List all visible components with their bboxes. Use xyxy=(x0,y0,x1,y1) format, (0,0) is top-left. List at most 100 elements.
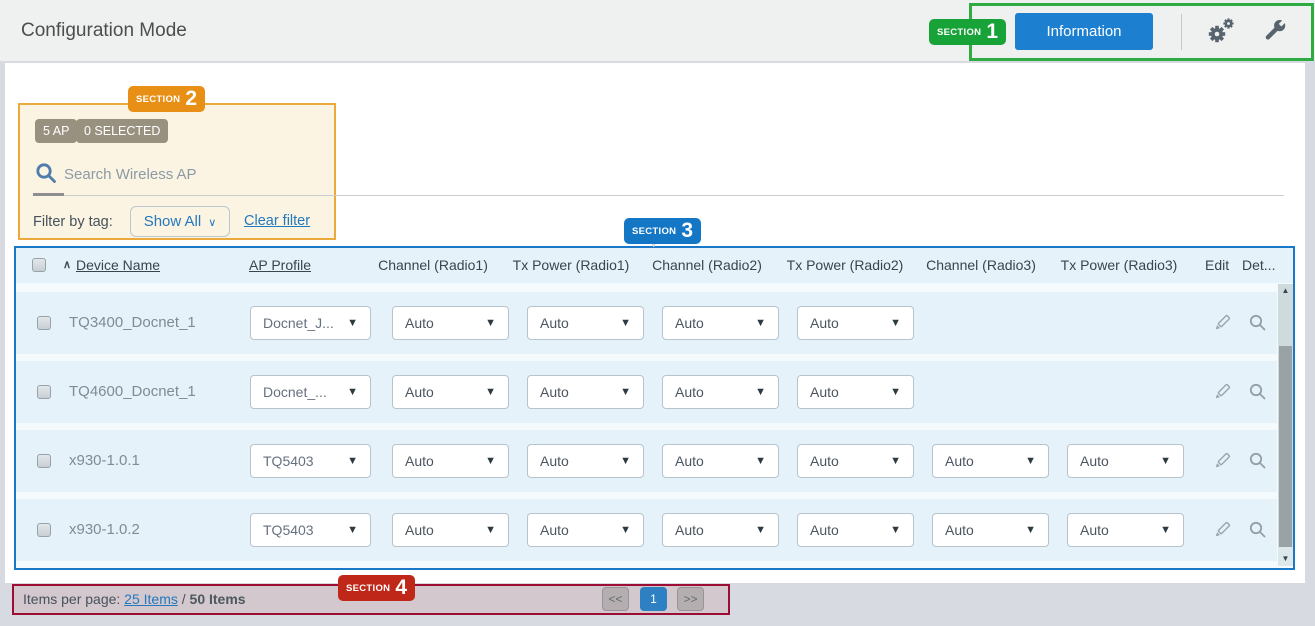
dropdown-arrow-icon: ▼ xyxy=(890,386,901,398)
table-row: TQ4600_Docnet_1 Docnet_... ▼ Auto ▼ Auto… xyxy=(16,361,1277,423)
current-page-button[interactable]: 1 xyxy=(640,587,667,611)
select-all-checkbox[interactable] xyxy=(32,258,46,272)
dropdown-arrow-icon: ▼ xyxy=(755,317,766,329)
annotation-section2-badge: SECTION 2 xyxy=(128,86,206,112)
ap-profile-dropdown[interactable]: TQ5403 ▼ xyxy=(250,444,371,478)
dropdown-arrow-icon: ▼ xyxy=(347,524,358,536)
dropdown-arrow-icon: ▼ xyxy=(485,386,496,398)
ap-profile-dropdown[interactable]: TQ5403 ▼ xyxy=(250,513,371,547)
search-underline xyxy=(33,193,64,196)
page-title: Configuration Mode xyxy=(21,20,187,41)
channel-radio2-dropdown[interactable]: Auto ▼ xyxy=(662,513,779,547)
dropdown-arrow-icon: ▼ xyxy=(485,524,496,536)
channel-radio1-dropdown[interactable]: Auto ▼ xyxy=(392,375,509,409)
edit-icon[interactable] xyxy=(1212,313,1232,333)
next-page-button[interactable]: >> xyxy=(677,587,704,611)
channel-radio2-dropdown[interactable]: Auto ▼ xyxy=(662,306,779,340)
scrollbar-thumb[interactable] xyxy=(1279,346,1292,547)
column-edit: Edit xyxy=(1205,257,1230,273)
dropdown-arrow-icon: ▼ xyxy=(485,317,496,329)
information-button[interactable]: Information xyxy=(1015,13,1153,50)
dropdown-arrow-icon: ▼ xyxy=(620,386,631,398)
column-tx-power-radio3: Tx Power (Radio3) xyxy=(1060,257,1178,273)
column-ap-profile[interactable]: AP Profile xyxy=(249,257,311,273)
dropdown-arrow-icon: ▼ xyxy=(890,455,901,467)
show-all-label: Show All xyxy=(143,213,202,230)
row-checkbox[interactable] xyxy=(37,454,51,468)
tx-power-radio2-dropdown[interactable]: Auto ▼ xyxy=(797,306,914,340)
dropdown-arrow-icon: ▼ xyxy=(347,386,358,398)
dropdown-arrow-icon: ▼ xyxy=(1025,455,1036,467)
annotation-caret-icon: ∨ xyxy=(650,239,658,250)
tx-power-radio2-dropdown[interactable]: Auto ▼ xyxy=(797,444,914,478)
page-size-link[interactable]: 25 Items xyxy=(124,591,178,607)
annotation-section1-badge: SECTION 1 xyxy=(929,19,1007,45)
dropdown-arrow-icon: ▼ xyxy=(890,317,901,329)
edit-icon[interactable] xyxy=(1212,520,1232,540)
ap-profile-dropdown[interactable]: Docnet_... ▼ xyxy=(250,375,371,409)
tx-power-radio3-dropdown[interactable]: Auto ▼ xyxy=(1067,444,1184,478)
table-scrollbar[interactable]: ▲ ▼ xyxy=(1278,284,1293,566)
detail-icon[interactable] xyxy=(1248,382,1268,402)
channel-radio1-dropdown[interactable]: Auto ▼ xyxy=(392,513,509,547)
channel-radio3-dropdown[interactable]: Auto ▼ xyxy=(932,444,1049,478)
row-checkbox[interactable] xyxy=(37,316,51,330)
wrench-icon[interactable] xyxy=(1256,13,1292,49)
filter-by-tag-label: Filter by tag: xyxy=(33,214,113,230)
dropdown-arrow-icon: ▼ xyxy=(347,455,358,467)
scroll-down-icon[interactable]: ▼ xyxy=(1278,552,1293,566)
sort-asc-icon[interactable]: ∧ xyxy=(63,259,72,271)
device-name: TQ3400_Docnet_1 xyxy=(69,314,196,331)
edit-icon[interactable] xyxy=(1212,382,1232,402)
column-device-name[interactable]: Device Name xyxy=(76,257,161,273)
total-items: 50 Items xyxy=(189,591,246,607)
channel-radio2-dropdown[interactable]: Auto ▼ xyxy=(662,375,779,409)
tx-power-radio3-dropdown[interactable]: Auto ▼ xyxy=(1067,513,1184,547)
column-tx-power-radio1: Tx Power (Radio1) xyxy=(512,257,630,273)
row-checkbox[interactable] xyxy=(37,385,51,399)
row-checkbox[interactable] xyxy=(37,523,51,537)
detail-icon[interactable] xyxy=(1248,451,1268,471)
tx-power-radio1-dropdown[interactable]: Auto ▼ xyxy=(527,306,644,340)
tx-power-radio2-dropdown[interactable]: Auto ▼ xyxy=(797,513,914,547)
table-header: ∧ Device Name AP Profile Channel (Radio1… xyxy=(16,248,1293,283)
show-all-dropdown[interactable]: Show All ∨ xyxy=(130,206,230,237)
dropdown-arrow-icon: ▼ xyxy=(890,524,901,536)
ap-profile-dropdown[interactable]: Docnet_J... ▼ xyxy=(250,306,371,340)
filter-panel: 5 AP 0 SELECTED Filter by tag: Show All … xyxy=(18,103,336,240)
table-row: x930-1.0.2 TQ5403 ▼ Auto ▼ Auto ▼ Auto ▼… xyxy=(16,499,1277,561)
channel-radio3-dropdown[interactable]: Auto ▼ xyxy=(932,513,1049,547)
dropdown-arrow-icon: ▼ xyxy=(620,524,631,536)
items-per-page: Items per page: 25 Items / 50 Items xyxy=(23,586,246,613)
column-tx-power-radio2: Tx Power (Radio2) xyxy=(786,257,904,273)
search-input[interactable] xyxy=(64,162,319,186)
tx-power-radio1-dropdown[interactable]: Auto ▼ xyxy=(527,375,644,409)
annotation-section4-badge: SECTION 4 xyxy=(338,575,416,601)
scroll-up-icon[interactable]: ▲ xyxy=(1281,286,1290,295)
chevron-down-icon: ∨ xyxy=(208,216,217,229)
tx-power-radio1-dropdown[interactable]: Auto ▼ xyxy=(527,444,644,478)
detail-icon[interactable] xyxy=(1248,520,1268,540)
tx-power-radio1-dropdown[interactable]: Auto ▼ xyxy=(527,513,644,547)
dropdown-arrow-icon: ▼ xyxy=(755,455,766,467)
column-channel-radio2: Channel (Radio2) xyxy=(652,257,762,273)
dropdown-arrow-icon: ▼ xyxy=(1025,524,1036,536)
channel-radio1-dropdown[interactable]: Auto ▼ xyxy=(392,306,509,340)
channel-radio1-dropdown[interactable]: Auto ▼ xyxy=(392,444,509,478)
dropdown-arrow-icon: ▼ xyxy=(620,317,631,329)
content-divider-line xyxy=(64,195,1284,196)
search-icon xyxy=(34,161,58,185)
dropdown-arrow-icon: ▼ xyxy=(755,386,766,398)
pagination-separator: / xyxy=(181,591,186,607)
channel-radio2-dropdown[interactable]: Auto ▼ xyxy=(662,444,779,478)
detail-icon[interactable] xyxy=(1248,313,1268,333)
edit-icon[interactable] xyxy=(1212,451,1232,471)
dropdown-arrow-icon: ▼ xyxy=(347,317,358,329)
top-bar: Configuration Mode Information xyxy=(0,0,1315,62)
clear-filter-link[interactable]: Clear filter xyxy=(244,213,311,229)
column-channel-radio3: Channel (Radio3) xyxy=(926,257,1036,273)
tx-power-radio2-dropdown[interactable]: Auto ▼ xyxy=(797,375,914,409)
gears-icon[interactable] xyxy=(1203,13,1239,49)
prev-page-button[interactable]: << xyxy=(602,587,629,611)
dropdown-arrow-icon: ▼ xyxy=(1160,455,1171,467)
